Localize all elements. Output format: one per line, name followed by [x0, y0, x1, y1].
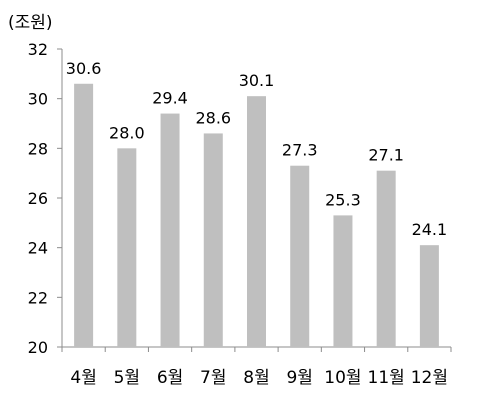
bar	[160, 113, 180, 347]
x-tick-label: 9월	[286, 368, 312, 388]
y-tick-label: 26	[28, 189, 48, 208]
bar	[203, 133, 223, 347]
bar	[333, 215, 353, 347]
x-tick-label: 7월	[200, 368, 226, 388]
axes: 20 22 24 26 28 30 32 4월 5월 6월 7월 8월 9월 10월 11월 12월	[28, 40, 452, 388]
data-label: 25.3	[325, 190, 361, 209]
data-label: 28.0	[109, 123, 145, 142]
x-tick-label: 12월	[411, 368, 448, 388]
y-axis-unit-label: (조원)	[8, 13, 53, 33]
bar	[247, 96, 266, 347]
y-tick-label: 28	[28, 139, 48, 158]
y-tick-label: 22	[28, 288, 48, 307]
data-label: 30.1	[239, 71, 275, 90]
x-tick-label: 4월	[70, 368, 96, 388]
bar	[419, 245, 439, 347]
bar	[74, 83, 94, 348]
data-label: 28.6	[195, 108, 231, 127]
data-label: 24.1	[412, 220, 448, 239]
data-label: 27.1	[368, 146, 404, 165]
bar	[117, 148, 137, 347]
data-label: 30.6	[66, 59, 102, 78]
x-tick-label: 8월	[243, 368, 269, 388]
data-label: 27.3	[282, 141, 318, 160]
bars	[74, 83, 439, 348]
y-tick-label: 24	[28, 239, 48, 258]
data-label: 29.4	[152, 89, 188, 108]
bar	[376, 170, 396, 347]
bar	[290, 165, 310, 347]
y-tick-label: 32	[28, 40, 48, 59]
y-tick-label: 30	[28, 90, 48, 109]
x-tick-label: 6월	[157, 368, 183, 388]
x-tick-label: 10월	[324, 368, 361, 388]
y-tick-label: 20	[28, 338, 48, 357]
x-tick-label: 5월	[114, 368, 140, 388]
data-labels: 30.6 28.0 29.4 28.6 30.1 27.3 25.3 27.1 24.1	[66, 59, 447, 239]
x-tick-label: 11월	[368, 368, 405, 388]
